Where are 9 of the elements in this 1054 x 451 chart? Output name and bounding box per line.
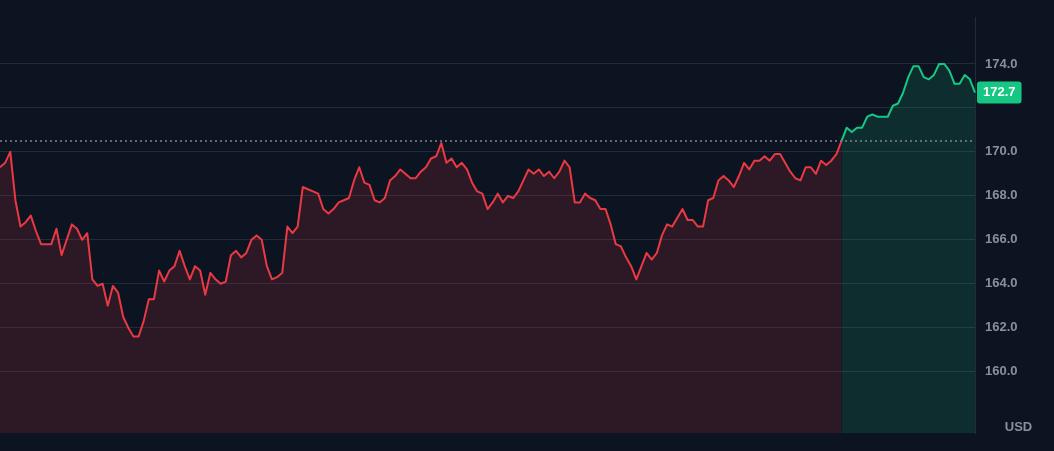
text: 172.7 <box>983 84 1016 100</box>
y-tick-label: 168.0 <box>985 187 1018 203</box>
y-tick-label: 160.0 <box>985 363 1018 379</box>
y-tick-label: 162.0 <box>985 319 1018 335</box>
y-tick-label: 164.0 <box>985 275 1018 291</box>
y-axis-title: USD <box>1004 418 1033 434</box>
y-tick-label: 170.0 <box>985 143 1018 159</box>
y-tick-label: 174.0 <box>985 55 1018 71</box>
y-tick-label: 166.0 <box>985 231 1018 247</box>
